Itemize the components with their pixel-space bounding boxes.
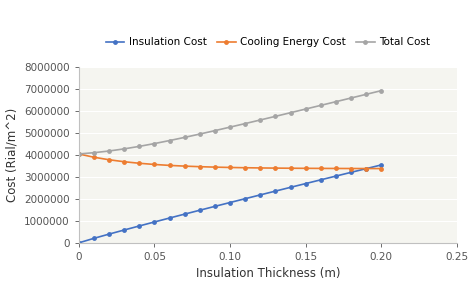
Cooling Energy Cost <box>257 166 263 170</box>
Total Cost <box>303 107 309 111</box>
Cooling Energy Cost <box>363 167 369 170</box>
Total Cost <box>182 136 188 139</box>
Cooling Energy Cost <box>167 164 173 167</box>
X-axis label: Insulation Thickness (m): Insulation Thickness (m) <box>196 267 340 281</box>
Insulation Cost <box>303 182 309 185</box>
Insulation Cost <box>152 220 157 224</box>
Cooling Energy Cost <box>152 163 157 166</box>
Insulation Cost <box>257 193 263 196</box>
Insulation Cost <box>212 205 218 208</box>
Cooling Energy Cost <box>121 160 127 163</box>
Cooling Energy Cost <box>348 167 354 170</box>
Cooling Energy Cost <box>378 167 384 170</box>
Cooling Energy Cost <box>333 167 339 170</box>
Total Cost <box>197 132 202 136</box>
Total Cost <box>348 96 354 100</box>
Cooling Energy Cost <box>76 152 82 156</box>
Total Cost <box>273 115 278 118</box>
Total Cost <box>212 129 218 132</box>
Total Cost <box>91 151 97 154</box>
Insulation Cost <box>106 233 112 236</box>
Total Cost <box>121 147 127 151</box>
Total Cost <box>318 104 324 107</box>
Cooling Energy Cost <box>182 164 188 168</box>
Total Cost <box>333 100 339 104</box>
Total Cost <box>242 122 248 125</box>
Cooling Energy Cost <box>303 167 309 170</box>
Total Cost <box>363 93 369 96</box>
Cooling Energy Cost <box>273 166 278 170</box>
Y-axis label: Cost (Rial/m^2): Cost (Rial/m^2) <box>6 108 18 202</box>
Cooling Energy Cost <box>91 156 97 159</box>
Cooling Energy Cost <box>242 166 248 169</box>
Insulation Cost <box>137 224 142 228</box>
Cooling Energy Cost <box>227 166 233 169</box>
Line: Insulation Cost: Insulation Cost <box>76 162 383 245</box>
Total Cost <box>227 126 233 129</box>
Total Cost <box>288 111 293 114</box>
Total Cost <box>152 142 157 145</box>
Insulation Cost <box>363 167 369 170</box>
Total Cost <box>106 149 112 153</box>
Insulation Cost <box>76 241 82 245</box>
Insulation Cost <box>333 174 339 178</box>
Cooling Energy Cost <box>197 165 202 168</box>
Insulation Cost <box>378 163 384 167</box>
Line: Total Cost: Total Cost <box>76 88 383 156</box>
Insulation Cost <box>288 186 293 189</box>
Total Cost <box>378 89 384 92</box>
Cooling Energy Cost <box>318 167 324 170</box>
Legend: Insulation Cost, Cooling Energy Cost, Total Cost: Insulation Cost, Cooling Energy Cost, To… <box>106 37 430 47</box>
Insulation Cost <box>167 216 173 220</box>
Total Cost <box>257 118 263 122</box>
Insulation Cost <box>91 237 97 240</box>
Total Cost <box>76 152 82 156</box>
Insulation Cost <box>273 189 278 193</box>
Insulation Cost <box>121 228 127 232</box>
Total Cost <box>167 139 173 142</box>
Insulation Cost <box>242 197 248 200</box>
Cooling Energy Cost <box>212 165 218 169</box>
Line: Cooling Energy Cost: Cooling Energy Cost <box>76 152 383 171</box>
Cooling Energy Cost <box>106 158 112 162</box>
Insulation Cost <box>197 208 202 212</box>
Insulation Cost <box>182 212 188 216</box>
Insulation Cost <box>348 171 354 174</box>
Cooling Energy Cost <box>137 162 142 165</box>
Insulation Cost <box>318 178 324 182</box>
Cooling Energy Cost <box>288 166 293 170</box>
Total Cost <box>137 145 142 148</box>
Insulation Cost <box>227 201 233 204</box>
